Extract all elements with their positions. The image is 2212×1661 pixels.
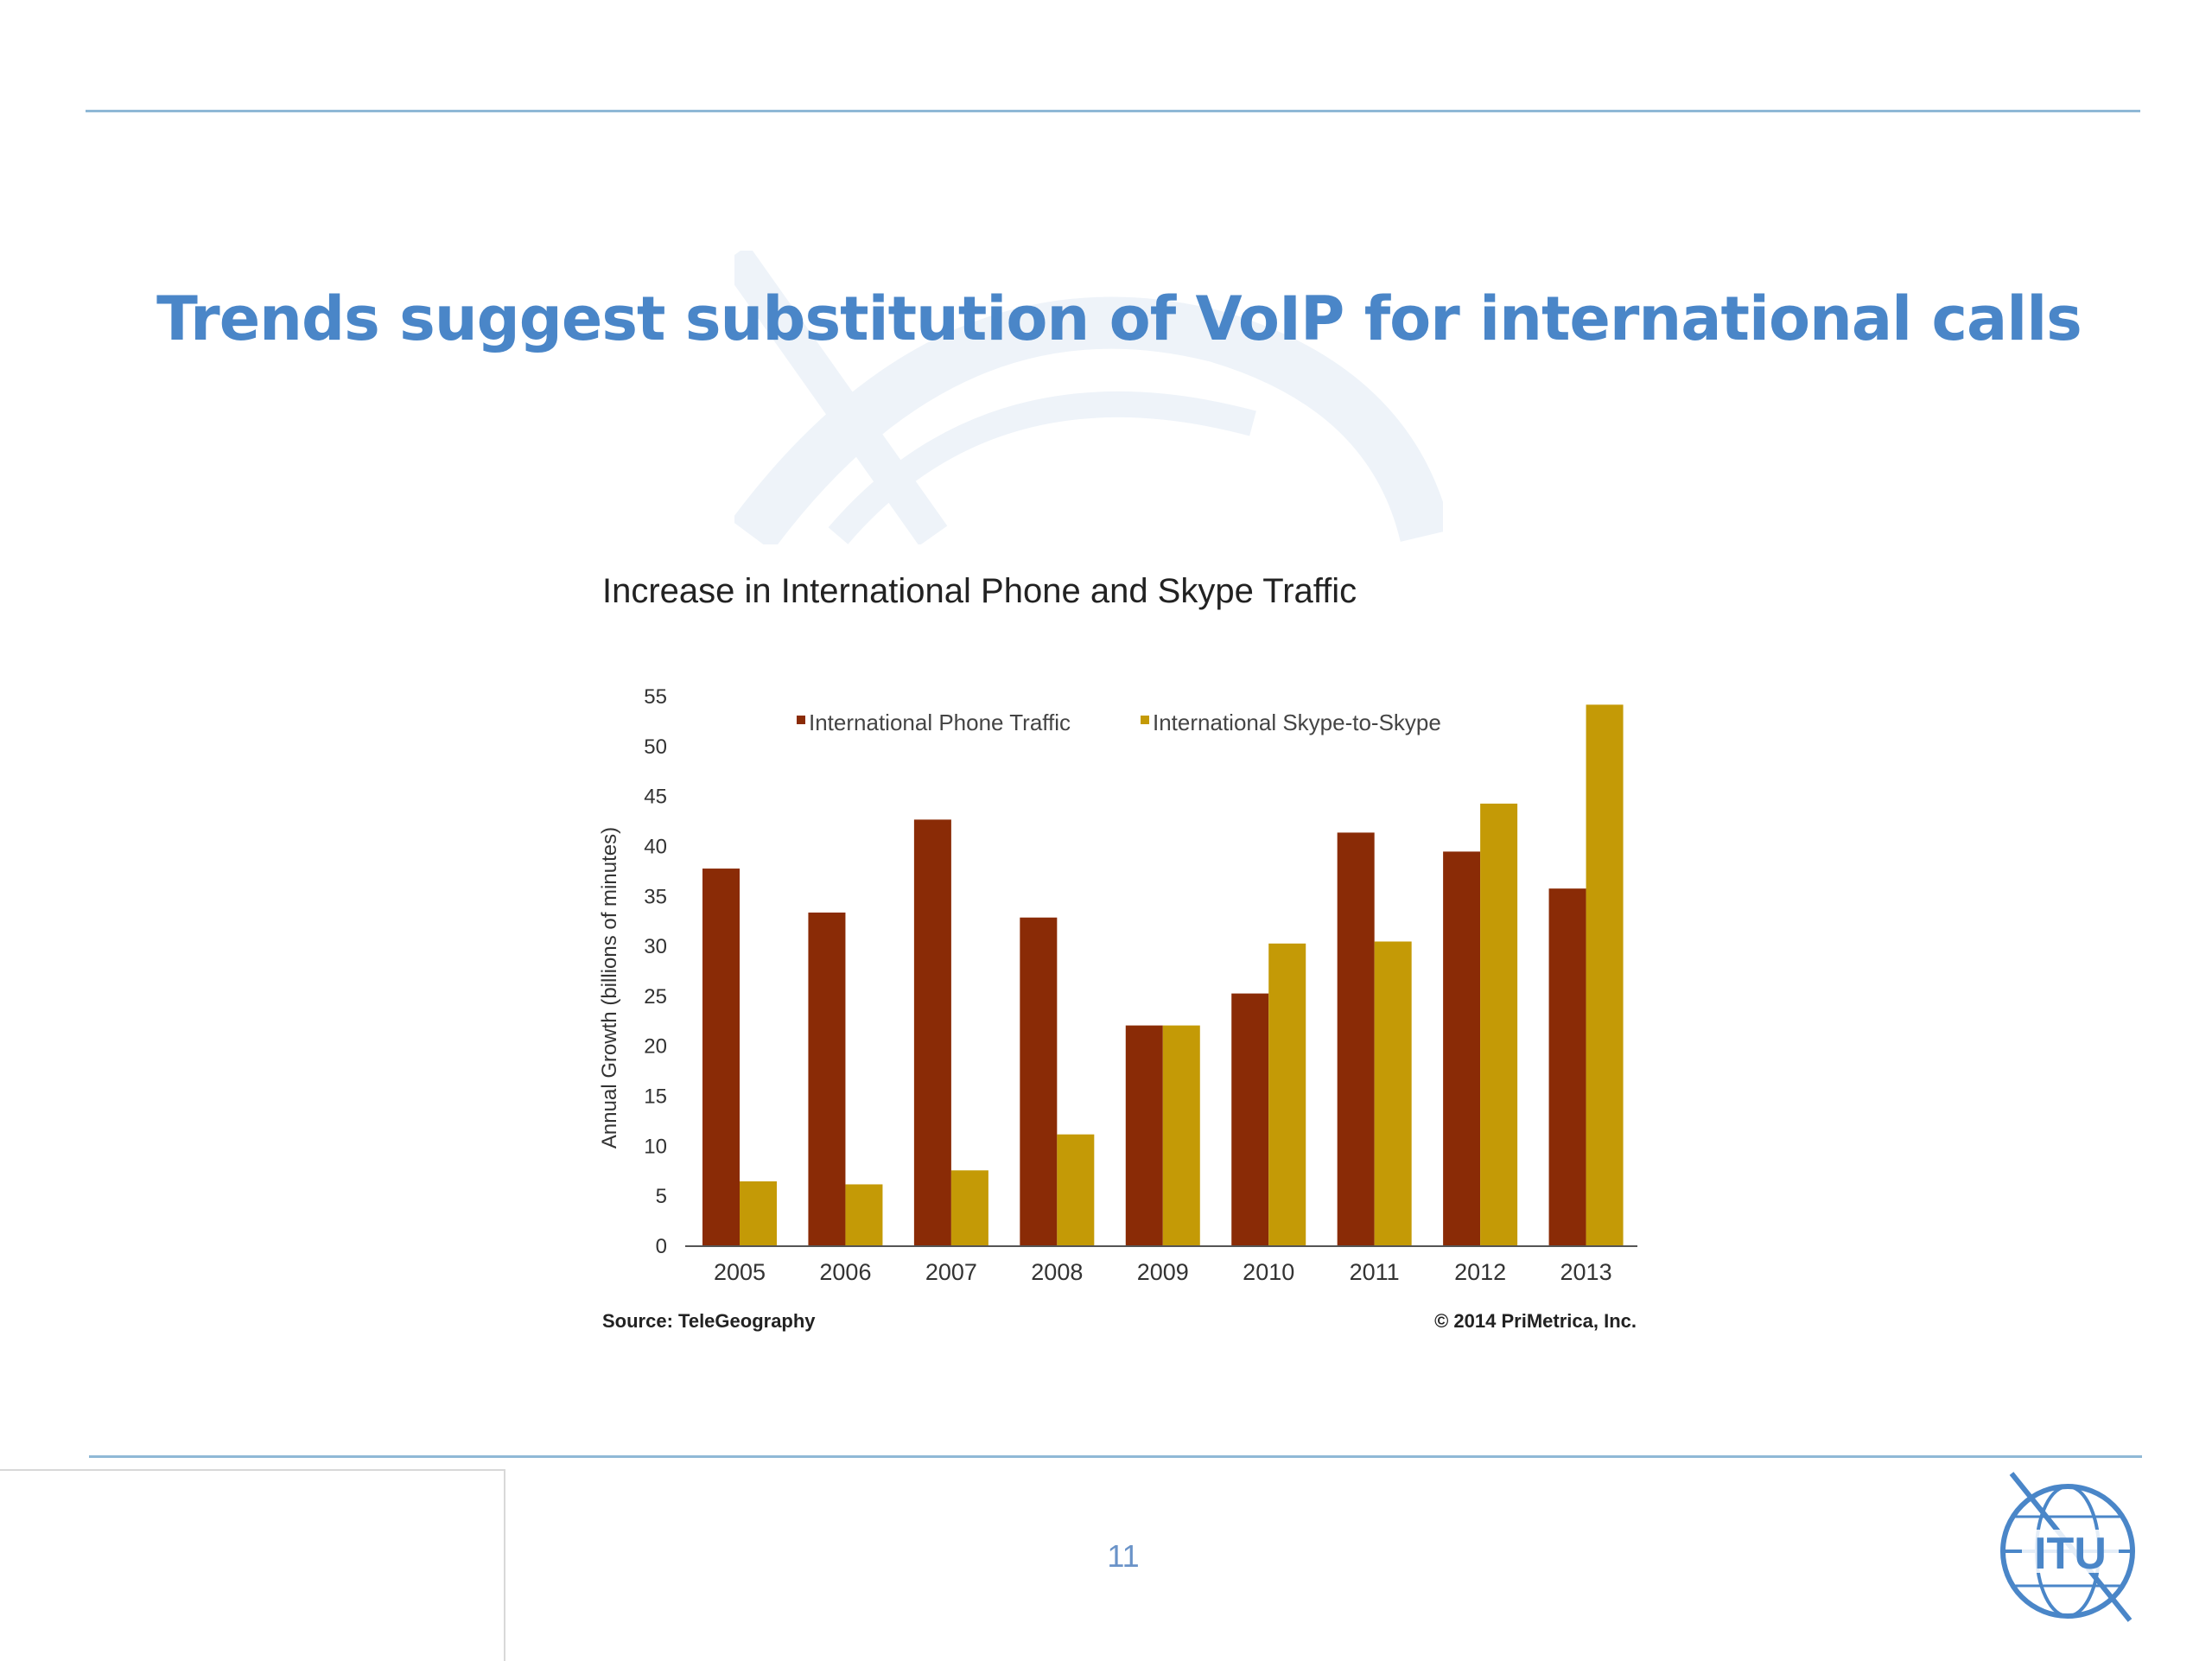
y-tick-label: 20: [644, 1035, 667, 1059]
y-tick-label: 45: [644, 786, 667, 809]
slide-title: Trends suggest substitution of VoIP for …: [156, 283, 2082, 354]
y-tick-label: 40: [644, 835, 667, 858]
bar-phone-2007: [913, 819, 951, 1245]
copyright-note: © 2014 PriMetrica, Inc.: [1434, 1310, 1637, 1332]
source-note: Source: TeleGeography: [602, 1310, 816, 1332]
legend-swatch: [1141, 716, 1149, 724]
bar-phone-2010: [1231, 993, 1269, 1245]
page-number: 11: [1107, 1538, 1140, 1574]
bar-phone-2005: [702, 869, 740, 1245]
bar-phone-2012: [1443, 851, 1481, 1245]
itu-watermark-graphic: [734, 251, 1443, 544]
chart-title: Increase in International Phone and Skyp…: [602, 572, 1357, 610]
x-tick-label: 2006: [819, 1259, 871, 1285]
bar-phone-2013: [1548, 888, 1586, 1245]
bar-skype-2010: [1268, 943, 1306, 1245]
bar-skype-2006: [845, 1184, 883, 1245]
x-tick-label: 2011: [1350, 1259, 1400, 1285]
y-tick-label: 10: [644, 1135, 667, 1158]
bar-skype-2007: [950, 1170, 988, 1245]
bar-phone-2011: [1337, 832, 1375, 1245]
bar-skype-2009: [1162, 1025, 1200, 1245]
itu-logo: ITU: [2000, 1472, 2135, 1622]
y-tick-label: 5: [656, 1185, 667, 1208]
x-tick-label: 2007: [925, 1259, 977, 1285]
legend-label: International Skype-to-Skype: [1153, 710, 1441, 735]
y-tick-label: 35: [644, 885, 667, 908]
y-tick-label: 0: [656, 1235, 667, 1258]
bar-skype-2012: [1480, 803, 1518, 1245]
bar-skype-2011: [1374, 941, 1412, 1245]
y-tick-label: 55: [644, 685, 667, 709]
x-tick-label: 2005: [714, 1259, 766, 1285]
top-rule: [86, 110, 2140, 112]
y-tick-label: 25: [644, 985, 667, 1009]
y-tick-label: 15: [644, 1085, 667, 1109]
x-tick-label: 2008: [1031, 1259, 1083, 1285]
itu-logo-text: ITU: [2034, 1529, 2107, 1579]
y-tick-label: 30: [644, 935, 667, 958]
bar-skype-2013: [1586, 704, 1624, 1245]
x-tick-label: 2013: [1560, 1259, 1612, 1285]
x-tick-label: 2009: [1137, 1259, 1189, 1285]
bar-phone-2009: [1125, 1025, 1163, 1245]
x-tick-label: 2012: [1454, 1259, 1506, 1285]
bar-phone-2008: [1020, 917, 1058, 1245]
legend-label: International Phone Traffic: [809, 710, 1071, 735]
bar-skype-2008: [1057, 1134, 1095, 1245]
x-tick-label: 2010: [1243, 1259, 1294, 1285]
legend-swatch: [797, 716, 805, 724]
footer-box: [0, 1469, 505, 1661]
y-axis-label: Annual Growth (billions of minutes): [598, 827, 621, 1149]
bar-skype-2005: [740, 1181, 777, 1245]
bottom-rule: [89, 1455, 2142, 1458]
y-tick-label: 50: [644, 735, 667, 759]
bar-phone-2006: [808, 912, 846, 1245]
